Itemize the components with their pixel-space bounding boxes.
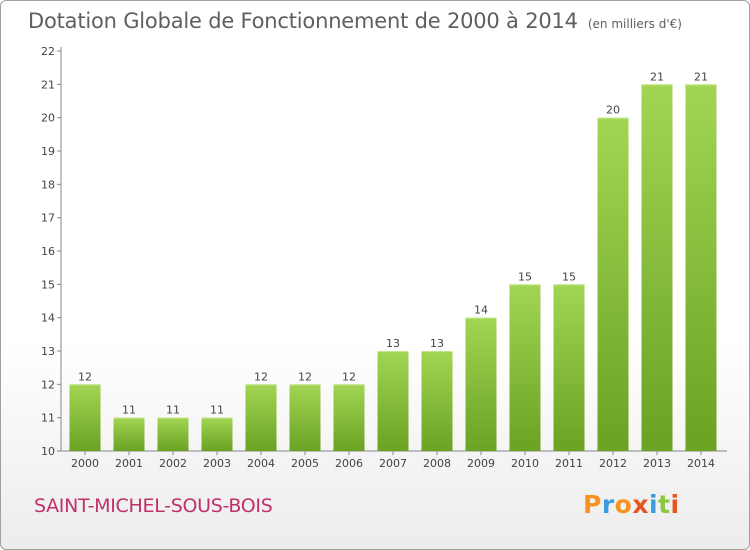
x-tick-label: 2008 bbox=[423, 457, 451, 470]
y-tick-label: 12 bbox=[41, 378, 55, 391]
bar-2005 bbox=[289, 384, 321, 451]
y-tick-label: 20 bbox=[41, 112, 55, 125]
data-label-2004: 12 bbox=[254, 370, 268, 383]
bar-2009 bbox=[465, 317, 497, 451]
bars bbox=[69, 84, 717, 452]
x-tick-label: 2001 bbox=[115, 457, 143, 470]
chart-title: Dotation Globale de Fonctionnement de 20… bbox=[28, 9, 682, 33]
y-tick-label: 18 bbox=[41, 178, 55, 191]
bar-2008 bbox=[421, 351, 453, 451]
data-label-2005: 12 bbox=[298, 370, 312, 383]
x-tick-label: 2006 bbox=[335, 457, 363, 470]
x-tick-label: 2011 bbox=[555, 457, 583, 470]
x-axis: 2000 2001 2002 2003 2004 2005 2006 2007 2008 2009… bbox=[61, 450, 727, 470]
data-label-2008: 13 bbox=[430, 337, 444, 350]
bar-2011 bbox=[553, 284, 585, 451]
data-label-2000: 12 bbox=[78, 370, 92, 383]
logo-letter: P bbox=[583, 490, 602, 519]
data-label-2013: 21 bbox=[650, 70, 664, 83]
y-tick-label: 22 bbox=[41, 45, 55, 58]
data-label-2006: 12 bbox=[342, 370, 356, 383]
x-tick-label: 2002 bbox=[159, 457, 187, 470]
data-label-2001: 11 bbox=[122, 404, 136, 417]
data-label-2010: 15 bbox=[518, 270, 532, 283]
x-tick-label: 2010 bbox=[511, 457, 539, 470]
data-label-2002: 11 bbox=[166, 404, 180, 417]
bar-2007 bbox=[377, 351, 409, 451]
logo-letter: t bbox=[658, 490, 671, 519]
y-tick-label: 21 bbox=[41, 78, 55, 91]
bar-2014 bbox=[685, 84, 717, 451]
bar-2003 bbox=[201, 417, 233, 451]
logo-letter: i bbox=[670, 490, 680, 519]
x-tick-label: 2009 bbox=[467, 457, 495, 470]
proxiti-logo[interactable]: Proxiti bbox=[583, 490, 680, 519]
data-label-2011: 15 bbox=[562, 270, 576, 283]
y-tick-label: 13 bbox=[41, 345, 55, 358]
x-tick-label: 2004 bbox=[247, 457, 275, 470]
y-tick-label: 19 bbox=[41, 145, 55, 158]
bar-2006 bbox=[333, 384, 365, 451]
y-tick-label: 17 bbox=[41, 212, 55, 225]
y-tick-label: 10 bbox=[41, 445, 55, 458]
logo-letter: i bbox=[649, 490, 659, 519]
data-label-2007: 13 bbox=[386, 337, 400, 350]
x-tick-label: 2007 bbox=[379, 457, 407, 470]
data-label-2003: 11 bbox=[210, 404, 224, 417]
y-tick-label: 16 bbox=[41, 245, 55, 258]
x-tick-label: 2003 bbox=[203, 457, 231, 470]
y-axis: 10 11 12 13 14 15 16 17 18 19 20 21 22 bbox=[41, 45, 62, 458]
bar-2013 bbox=[641, 84, 673, 451]
bar-2004 bbox=[245, 384, 277, 451]
y-tick-label: 15 bbox=[41, 278, 55, 291]
logo-letter: x bbox=[632, 490, 649, 519]
data-label-2009: 14 bbox=[474, 304, 488, 317]
y-tick-label: 11 bbox=[41, 412, 55, 425]
bar-2012 bbox=[597, 117, 629, 452]
bar-2000 bbox=[69, 384, 101, 451]
data-label-2014: 21 bbox=[694, 70, 708, 83]
data-labels: 12 11 11 11 12 12 12 13 13 14 15 15 20 21 21 bbox=[78, 70, 708, 416]
x-tick-label: 2012 bbox=[599, 457, 627, 470]
x-tick-label: 2005 bbox=[291, 457, 319, 470]
data-label-2012: 20 bbox=[606, 104, 620, 117]
chart-title-text: Dotation Globale de Fonctionnement de 20… bbox=[28, 9, 578, 33]
commune-name: SAINT-MICHEL-SOUS-BOIS bbox=[34, 495, 273, 517]
bar-2002 bbox=[157, 417, 189, 451]
logo-letter: r bbox=[601, 490, 615, 519]
chart-subtitle: (en milliers d'€) bbox=[587, 17, 682, 31]
bar-2001 bbox=[113, 417, 145, 451]
x-tick-label: 2013 bbox=[643, 457, 671, 470]
bar-2010 bbox=[509, 284, 541, 451]
logo-letter: o bbox=[614, 490, 633, 519]
x-tick-label: 2000 bbox=[71, 457, 99, 470]
y-tick-label: 14 bbox=[41, 312, 55, 325]
x-tick-label: 2014 bbox=[687, 457, 715, 470]
